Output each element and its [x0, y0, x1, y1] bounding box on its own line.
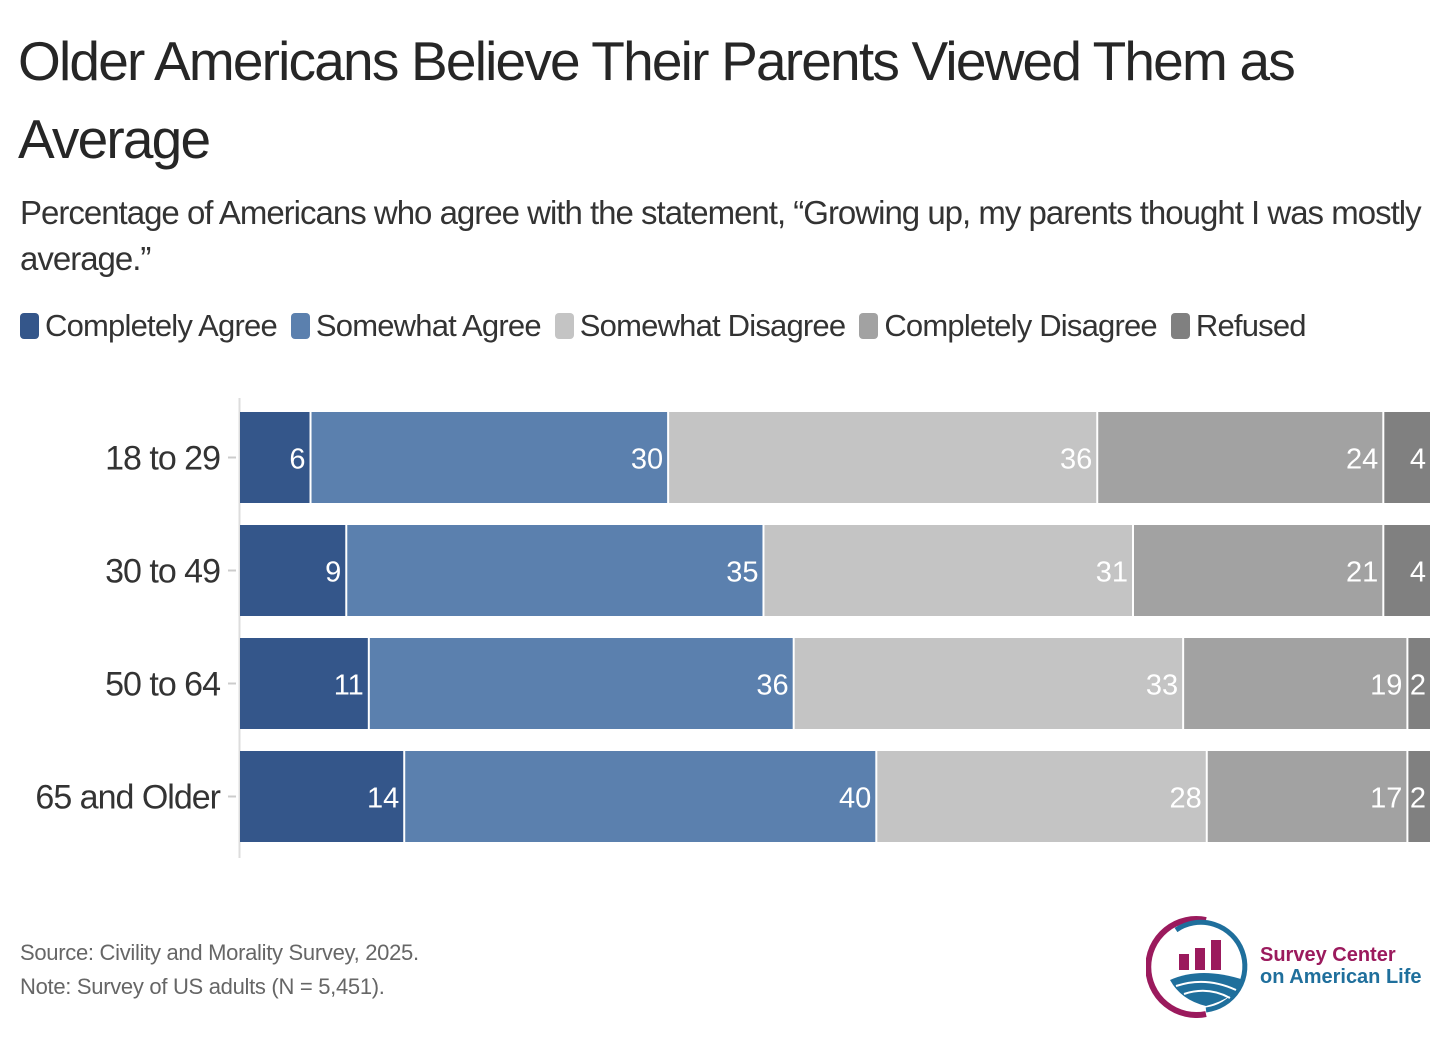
bar-segment-somewhat-disagree	[794, 638, 1183, 729]
data-label: 17	[1370, 783, 1402, 815]
data-label: 36	[756, 670, 788, 702]
data-label: 2	[1410, 783, 1426, 815]
chart-title: Older Americans Believe Their Parents Vi…	[18, 30, 1296, 170]
data-label: 28	[1169, 783, 1201, 815]
sample-note: Note: Survey of US adults (N = 5,451).	[20, 974, 385, 999]
logo-text: Survey Center on American Life	[1260, 944, 1422, 988]
data-label: 31	[1096, 557, 1128, 589]
bar-segment-refused	[1408, 751, 1430, 842]
legend-label: Completely Disagree	[884, 308, 1157, 343]
legend-swatch	[859, 313, 879, 339]
legend-item-completely-disagree: Completely Disagree	[859, 308, 1158, 344]
bar-segment-refused	[1384, 412, 1430, 503]
data-label: 4	[1410, 557, 1426, 589]
data-label: 24	[1346, 444, 1378, 476]
data-label: 2	[1410, 670, 1426, 702]
source-note: Source: Civility and Morality Survey, 20…	[20, 940, 419, 965]
data-label: 30	[631, 444, 663, 476]
bar-segment-somewhat-agree	[405, 751, 876, 842]
data-label: 35	[726, 557, 758, 589]
data-label: 4	[1410, 444, 1426, 476]
bar-segment-completely-disagree	[1184, 638, 1407, 729]
bar-segment-refused	[1384, 525, 1430, 616]
bar-segment-completely-disagree	[1207, 751, 1407, 842]
bar-segment-somewhat-agree	[347, 525, 763, 616]
data-label: 36	[1060, 444, 1092, 476]
legend-swatch	[20, 313, 39, 339]
bar-segment-completely-agree	[240, 751, 404, 842]
data-label: 21	[1346, 557, 1378, 589]
bar-segment-refused	[1408, 638, 1430, 729]
legend-label: Refused	[1195, 308, 1307, 343]
data-label: 11	[334, 670, 364, 702]
bar-segment-completely-agree	[240, 638, 368, 729]
legend-label: Somewhat Disagree	[579, 308, 846, 343]
category-label: 65 and Older	[35, 779, 220, 817]
bar-segment-completely-agree	[240, 412, 310, 503]
legend-item-somewhat-agree: Somewhat Agree	[290, 308, 542, 344]
category-label: 18 to 29	[105, 440, 220, 478]
bar-segment-somewhat-agree	[311, 412, 668, 503]
logo-line-1: Survey Center	[1260, 944, 1396, 966]
data-label: 40	[839, 783, 871, 815]
legend-swatch	[290, 313, 310, 339]
category-label: 30 to 49	[105, 553, 220, 591]
bar-segment-completely-disagree	[1098, 412, 1383, 503]
chart-subtitle: Percentage of Americans who agree with t…	[20, 194, 1422, 277]
survey-center-logo: Survey Center on American Life	[1145, 914, 1446, 1018]
legend-swatch	[1170, 313, 1190, 339]
bar-segment-somewhat-disagree	[764, 525, 1132, 616]
bar-segment-somewhat-disagree	[877, 751, 1206, 842]
category-label: 50 to 64	[105, 666, 220, 704]
legend-label: Completely Agree	[45, 308, 278, 343]
legend-item-completely-agree: Completely Agree	[20, 308, 278, 344]
legend-swatch	[554, 313, 574, 339]
data-label: 14	[367, 783, 399, 815]
bar-segment-completely-agree	[240, 525, 346, 616]
data-label: 33	[1146, 670, 1178, 702]
legend: Completely Agree Somewhat Agree Somewhat…	[20, 308, 1307, 344]
bar-segment-somewhat-agree	[369, 638, 793, 729]
bar-segment-somewhat-disagree	[669, 412, 1097, 503]
bar-segment-completely-disagree	[1134, 525, 1383, 616]
data-label: 9	[325, 557, 341, 589]
data-label: 6	[289, 444, 305, 476]
legend-label: Somewhat Agree	[315, 308, 542, 343]
logo-line-2: on American Life	[1260, 966, 1422, 988]
stacked-bar-chart: 18 to 29 6 30 36 24 430 to 49 9 35 31 21 450 to 64…	[35, 398, 1430, 858]
logo-mark-icon	[1145, 916, 1248, 1018]
data-label: 19	[1370, 670, 1402, 702]
legend-item-refused: Refused	[1170, 308, 1307, 344]
legend-item-somewhat-disagree: Somewhat Disagree	[554, 308, 846, 344]
